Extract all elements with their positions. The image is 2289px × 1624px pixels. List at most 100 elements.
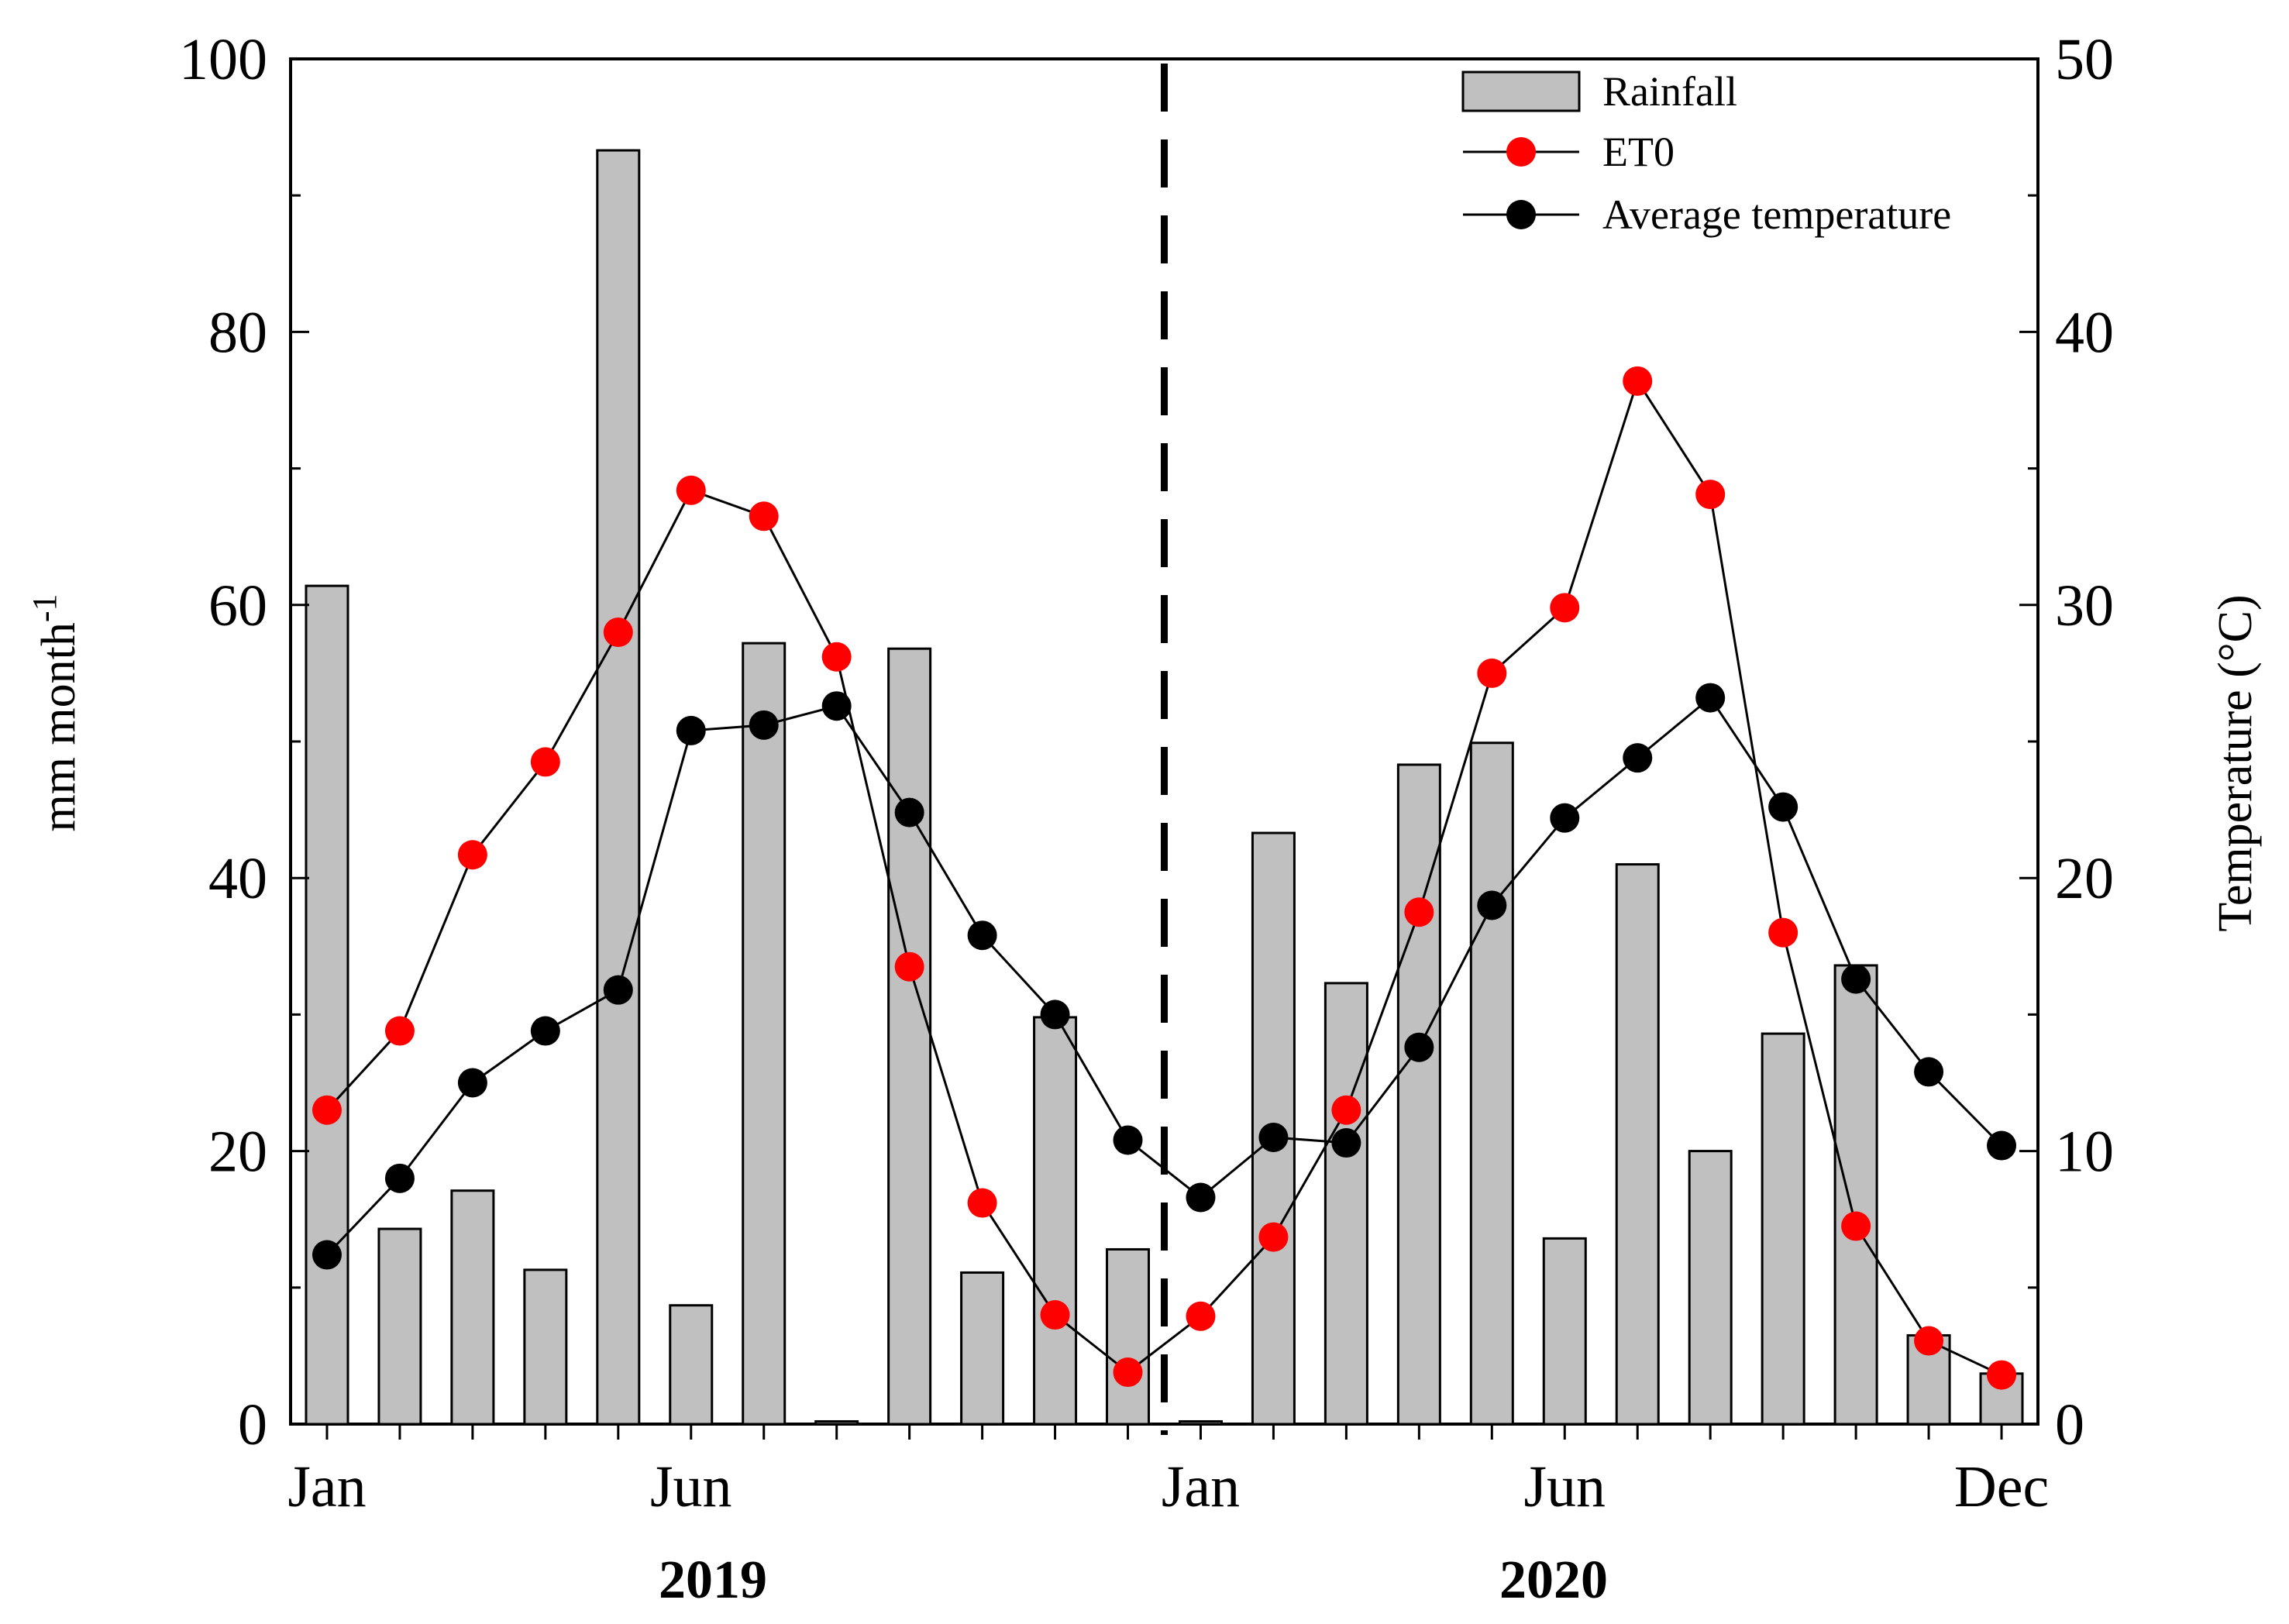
et0-point bbox=[457, 840, 487, 870]
year-label-2019: 2019 bbox=[659, 1550, 767, 1610]
et0-point bbox=[603, 618, 633, 648]
right-tick-label: 10 bbox=[2055, 1120, 2114, 1185]
rainfall-bar bbox=[1469, 741, 1514, 1426]
average-temperature-point bbox=[1768, 792, 1798, 822]
average-temperature-point bbox=[1841, 964, 1871, 994]
et0-point bbox=[1623, 366, 1653, 396]
x-tick-label: Jan bbox=[1162, 1454, 1240, 1519]
x-tick-label: Jun bbox=[1523, 1454, 1606, 1519]
legend-rainfall-label: Rainfall bbox=[1602, 68, 1737, 115]
average-temperature-point bbox=[894, 797, 924, 827]
et0-point bbox=[1768, 917, 1798, 948]
et0-point bbox=[1258, 1222, 1289, 1252]
et0-point bbox=[894, 951, 924, 982]
et0-point bbox=[1695, 480, 1726, 510]
legend-rainfall-swatch bbox=[1461, 71, 1581, 112]
average-temperature-point bbox=[457, 1068, 487, 1098]
rainfall-bar bbox=[1761, 1032, 1805, 1426]
et0-point bbox=[821, 642, 852, 672]
rainfall-bar bbox=[742, 642, 787, 1426]
rainfall-bar bbox=[669, 1304, 714, 1426]
rainfall-bar bbox=[1323, 982, 1368, 1426]
et0-point bbox=[1987, 1360, 2017, 1390]
left-tick-label: 20 bbox=[208, 1120, 267, 1185]
axes: 0 0 20 10 40 20 60 30 80 40 100 50 Jan Jun Jan Jun Dec bbox=[179, 27, 2114, 1519]
rainfall-bar bbox=[305, 584, 349, 1426]
average-temperature-point bbox=[1987, 1130, 2017, 1161]
left-tick-label: 60 bbox=[208, 573, 267, 638]
rainfall-bar bbox=[1178, 1419, 1223, 1426]
right-tick-label: 40 bbox=[2055, 300, 2114, 365]
legend-et0-marker bbox=[1506, 137, 1536, 167]
average-temperature-point bbox=[821, 691, 852, 721]
left-tick-label: 40 bbox=[208, 846, 267, 911]
rainfall-bar bbox=[1106, 1247, 1151, 1426]
x-tick-label: Jun bbox=[650, 1454, 732, 1519]
rainfall-bar bbox=[1396, 763, 1441, 1426]
rainfall-bar bbox=[1615, 863, 1660, 1426]
rainfall-bar bbox=[960, 1271, 1005, 1426]
rainfall-bar bbox=[1688, 1150, 1733, 1426]
et0-point bbox=[530, 747, 560, 777]
x-tick-label: Dec bbox=[1954, 1454, 2049, 1519]
rainfall-bar bbox=[377, 1227, 422, 1426]
et0-point bbox=[312, 1095, 342, 1125]
right-tick-label: 0 bbox=[2055, 1392, 2084, 1457]
average-temperature-point bbox=[1477, 890, 1507, 920]
rainfall-bar bbox=[887, 647, 932, 1426]
average-temperature-point bbox=[1331, 1128, 1361, 1158]
average-temperature-point bbox=[384, 1163, 415, 1193]
et0-point bbox=[1404, 897, 1434, 927]
average-temperature-point bbox=[1258, 1122, 1289, 1152]
et0-point bbox=[1477, 658, 1507, 688]
rainfall-bar bbox=[523, 1268, 568, 1426]
et0-point bbox=[1841, 1211, 1871, 1241]
rainfall-bar bbox=[1033, 1016, 1078, 1426]
legend-temperature-marker bbox=[1506, 200, 1536, 229]
right-tick-label: 50 bbox=[2055, 27, 2114, 92]
rainfall-bar bbox=[450, 1189, 495, 1426]
et0-point bbox=[1040, 1300, 1070, 1330]
et0-point bbox=[1186, 1301, 1216, 1331]
average-temperature-point bbox=[749, 710, 779, 740]
average-temperature-point bbox=[1914, 1057, 1944, 1087]
average-temperature-point bbox=[676, 715, 706, 745]
average-temperature-point bbox=[1040, 1000, 1070, 1030]
et0-point bbox=[967, 1188, 997, 1218]
legend: Rainfall ET0 Average temperature bbox=[1461, 68, 1951, 238]
rainfall-bar bbox=[814, 1419, 859, 1426]
average-temperature-point bbox=[1113, 1125, 1143, 1155]
y-axis-left-title: mm month-1 bbox=[26, 594, 85, 831]
x-tick-label: Jan bbox=[287, 1454, 366, 1519]
series-lines bbox=[312, 366, 2017, 1390]
left-tick-label: 0 bbox=[238, 1392, 267, 1457]
rainfall-bar bbox=[1542, 1237, 1587, 1426]
et0-point bbox=[1914, 1326, 1944, 1356]
et0-point bbox=[1113, 1357, 1143, 1388]
et0-line bbox=[325, 378, 2002, 1376]
average-temperature-point bbox=[1695, 683, 1726, 713]
et0-point bbox=[384, 1016, 415, 1046]
average-temperature-point bbox=[603, 975, 633, 1005]
average-temperature-point bbox=[530, 1016, 560, 1046]
average-temperature-point bbox=[967, 920, 997, 951]
rainfall-bar bbox=[1833, 964, 1878, 1426]
average-temperature-point bbox=[1404, 1032, 1434, 1062]
legend-temperature-label: Average temperature bbox=[1602, 191, 1951, 238]
left-tick-label: 100 bbox=[179, 27, 267, 92]
legend-et0-label: ET0 bbox=[1602, 129, 1675, 175]
average-temperature-point bbox=[1186, 1182, 1216, 1213]
right-tick-label: 20 bbox=[2055, 846, 2114, 911]
left-tick-label: 80 bbox=[208, 300, 267, 365]
right-tick-label: 30 bbox=[2055, 573, 2114, 638]
et0-point bbox=[749, 501, 779, 532]
et0-point bbox=[676, 475, 706, 505]
average-temperature-point bbox=[1623, 743, 1653, 773]
y-axis-right-title: Temperature (°C) bbox=[2209, 594, 2262, 931]
et0-point bbox=[1550, 593, 1580, 623]
year-label-2020: 2020 bbox=[1499, 1550, 1608, 1610]
et0-point bbox=[1331, 1095, 1361, 1125]
average-temperature-point bbox=[312, 1240, 342, 1270]
rainfall-bar bbox=[596, 149, 641, 1426]
